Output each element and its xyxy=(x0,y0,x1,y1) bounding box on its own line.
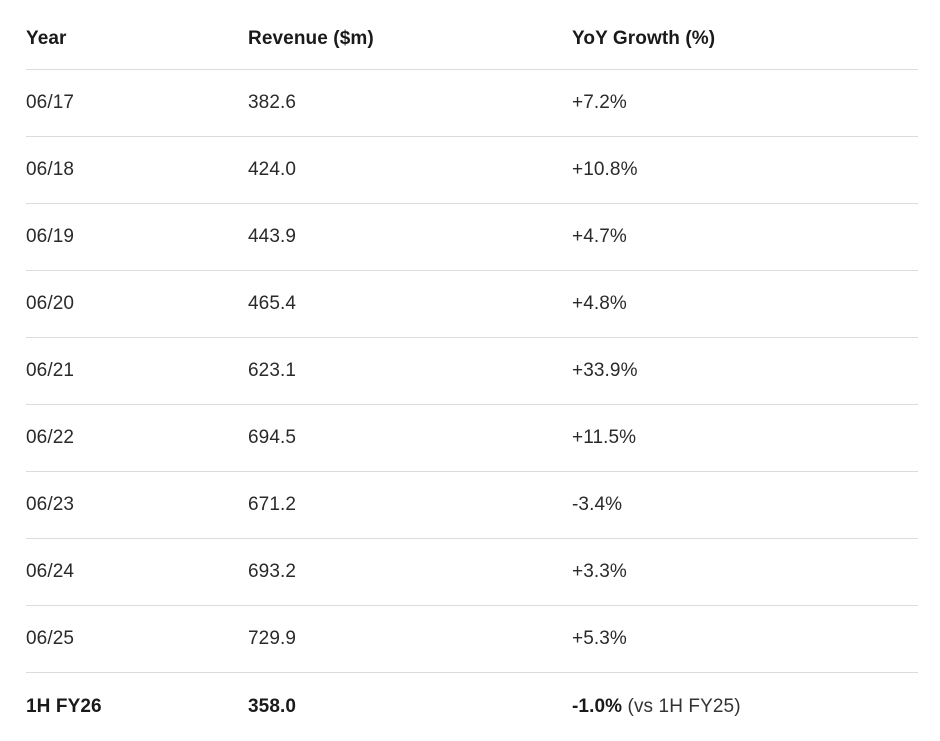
summary-year: 1H FY26 xyxy=(26,695,102,717)
summary-growth: -1.0% xyxy=(572,695,623,717)
cell-growth: +11.5% xyxy=(572,404,918,472)
table-row: 06/23 671.2 -3.4% xyxy=(26,471,918,539)
cell-revenue: 382.6 xyxy=(248,69,572,137)
cell-year: 06/21 xyxy=(26,337,248,405)
cell-growth: +7.2% xyxy=(572,69,918,137)
cell-growth: +3.3% xyxy=(572,538,918,606)
table-body: 06/17 382.6 +7.2% 06/18 424.0 +10.8% 06/… xyxy=(26,69,918,741)
cell-year: 06/18 xyxy=(26,136,248,204)
cell-growth: +4.7% xyxy=(572,203,918,271)
cell-revenue: 671.2 xyxy=(248,471,572,539)
summary-revenue: 358.0 xyxy=(248,695,297,717)
summary-row: 1H FY26 358.0 -1.0% (vs 1H FY25) xyxy=(26,673,918,741)
revenue-table-container: Year Revenue ($m) YoY Growth (%) 06/17 3… xyxy=(26,8,918,740)
cell-revenue: 465.4 xyxy=(248,270,572,338)
table-row: 06/19 443.9 +4.7% xyxy=(26,203,918,271)
cell-revenue: 623.1 xyxy=(248,337,572,405)
header-revenue: Revenue ($m) xyxy=(248,8,572,70)
table-row: 06/17 382.6 +7.2% xyxy=(26,69,918,137)
cell-year: 06/25 xyxy=(26,605,248,673)
cell-year: 06/24 xyxy=(26,538,248,606)
cell-revenue: 693.2 xyxy=(248,538,572,606)
table-row: 06/20 465.4 +4.8% xyxy=(26,270,918,338)
cell-growth: -3.4% xyxy=(572,471,918,539)
revenue-table: Year Revenue ($m) YoY Growth (%) 06/17 3… xyxy=(26,8,918,740)
table-row: 06/21 623.1 +33.9% xyxy=(26,337,918,405)
table-row: 06/24 693.2 +3.3% xyxy=(26,538,918,606)
header-year: Year xyxy=(26,8,248,70)
cell-year: 06/23 xyxy=(26,471,248,539)
cell-growth: +33.9% xyxy=(572,337,918,405)
cell-revenue: 694.5 xyxy=(248,404,572,472)
cell-revenue: 443.9 xyxy=(248,203,572,271)
header-growth: YoY Growth (%) xyxy=(572,8,918,70)
cell-growth: +4.8% xyxy=(572,270,918,338)
table-row: 06/18 424.0 +10.8% xyxy=(26,136,918,204)
summary-growth-note: (vs 1H FY25) xyxy=(627,695,741,717)
cell-growth: +10.8% xyxy=(572,136,918,204)
cell-year: 06/22 xyxy=(26,404,248,472)
cell-growth: +5.3% xyxy=(572,605,918,673)
cell-year: 06/20 xyxy=(26,270,248,338)
table-row: 06/22 694.5 +11.5% xyxy=(26,404,918,472)
cell-year: 06/19 xyxy=(26,203,248,271)
cell-revenue: 424.0 xyxy=(248,136,572,204)
table-header: Year Revenue ($m) YoY Growth (%) xyxy=(26,8,918,70)
cell-year: 06/17 xyxy=(26,69,248,137)
cell-revenue: 729.9 xyxy=(248,605,572,673)
table-row: 06/25 729.9 +5.3% xyxy=(26,605,918,673)
summary-growth-cell: -1.0% (vs 1H FY25) xyxy=(572,673,918,741)
header-row: Year Revenue ($m) YoY Growth (%) xyxy=(26,8,918,70)
